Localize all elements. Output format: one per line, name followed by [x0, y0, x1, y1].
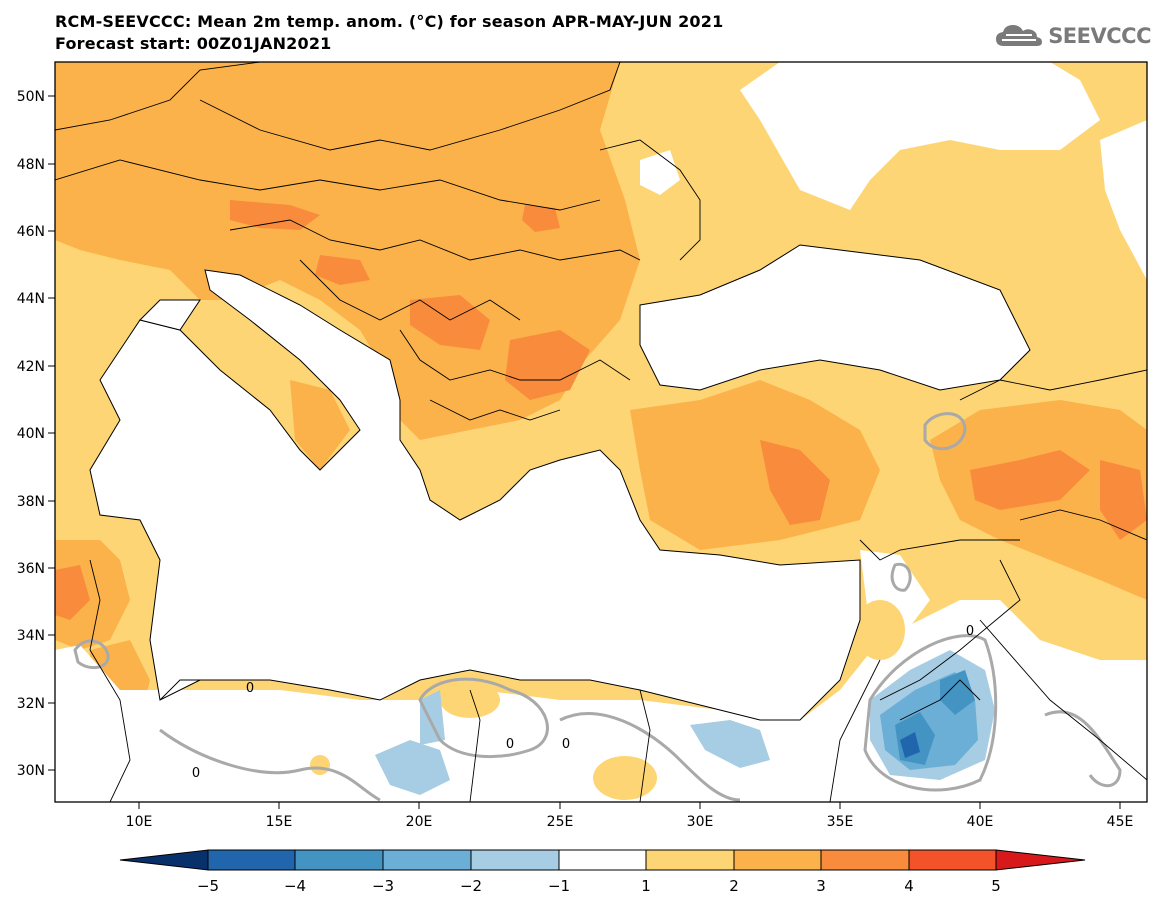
colorbar-segment — [470, 849, 560, 871]
contour-label: 0 — [246, 681, 254, 696]
lat-labels: 50N 48N 46N 44N 42N 40N 38N 36N 34N 32N … — [17, 89, 45, 779]
colorbar-tick: −5 — [197, 877, 219, 895]
lat-label: 44N — [17, 291, 45, 307]
colorbar-tick: −3 — [372, 877, 394, 895]
lat-label: 32N — [17, 696, 45, 712]
contour-label: 0 — [562, 737, 570, 752]
map-title: RCM-SEEVCCC: Mean 2m temp. anom. (°C) fo… — [55, 12, 724, 31]
contour-labels: 0 0 0 0 0 — [192, 624, 974, 781]
anomaly-2to3-zone — [55, 62, 1147, 740]
sea-areas — [89, 244, 1031, 721]
map-plot-area: 0 0 0 0 0 — [55, 62, 1147, 802]
colorbar-segment — [558, 849, 647, 871]
lon-label: 30E — [687, 814, 714, 830]
colorbar-segment — [820, 849, 910, 871]
lon-label: 45E — [1107, 814, 1134, 830]
seevccc-logo: SEEVCCC — [994, 22, 1151, 50]
lon-label: 40E — [967, 814, 994, 830]
lon-label: 10E — [126, 814, 153, 830]
country-borders — [55, 62, 1147, 802]
colorbar-segment — [908, 849, 997, 871]
lon-labels: 10E 15E 20E 25E 30E 35E 40E 45E — [126, 814, 1134, 830]
contour-label: 0 — [966, 624, 974, 639]
lon-label: 20E — [406, 814, 433, 830]
colorbar-tick: 1 — [641, 877, 651, 895]
cloud-icon — [996, 25, 1043, 46]
colorbar-segment — [645, 849, 735, 871]
colorbar-tick: 5 — [991, 877, 1001, 895]
lon-label: 15E — [266, 814, 293, 830]
contour-label: 0 — [192, 766, 200, 781]
small-warm-patches — [310, 586, 905, 800]
forecast-start-subtitle: Forecast start: 00Z01JAN2021 — [55, 34, 332, 53]
lon-label: 35E — [827, 814, 854, 830]
negative-anomaly-zones — [375, 650, 995, 795]
colorbar — [119, 849, 1086, 871]
colorbar-segment — [382, 849, 472, 871]
colorbar-tick: 2 — [729, 877, 739, 895]
map-frame — [54, 61, 1148, 803]
contour-label: 0 — [506, 737, 514, 752]
colorbar-tick-labels: −5 −4 −3 −2 −1 1 2 3 4 5 — [197, 877, 1001, 895]
lat-label: 40N — [17, 426, 45, 442]
lat-label: 50N — [17, 89, 45, 105]
lat-ticks — [48, 95, 55, 771]
zero-contours — [73, 412, 1122, 802]
colorbar-tick: 3 — [816, 877, 826, 895]
lat-label: 30N — [17, 763, 45, 779]
colorbar-low-triangle — [119, 849, 209, 871]
colorbar-tick: −2 — [460, 877, 482, 895]
anomaly-3to4-zone — [55, 200, 1147, 620]
colorbar-high-triangle — [995, 849, 1086, 871]
lat-label: 46N — [17, 224, 45, 240]
lat-label: 36N — [17, 561, 45, 577]
lat-label: 42N — [17, 359, 45, 375]
neutral-anomaly-zone — [55, 62, 1147, 802]
logo-text: SEEVCCC — [1048, 24, 1151, 48]
colorbar-segment — [207, 849, 296, 871]
lat-label: 38N — [17, 494, 45, 510]
lon-ticks — [138, 802, 1121, 809]
colorbar-segment — [733, 849, 822, 871]
colorbar-tick: −4 — [284, 877, 306, 895]
colorbar-tick: 4 — [904, 877, 914, 895]
lon-label: 25E — [547, 814, 574, 830]
colorbar-segment — [294, 849, 384, 871]
colorbar-tick: −1 — [548, 877, 570, 895]
lat-label: 48N — [17, 157, 45, 173]
lat-label: 34N — [17, 628, 45, 644]
